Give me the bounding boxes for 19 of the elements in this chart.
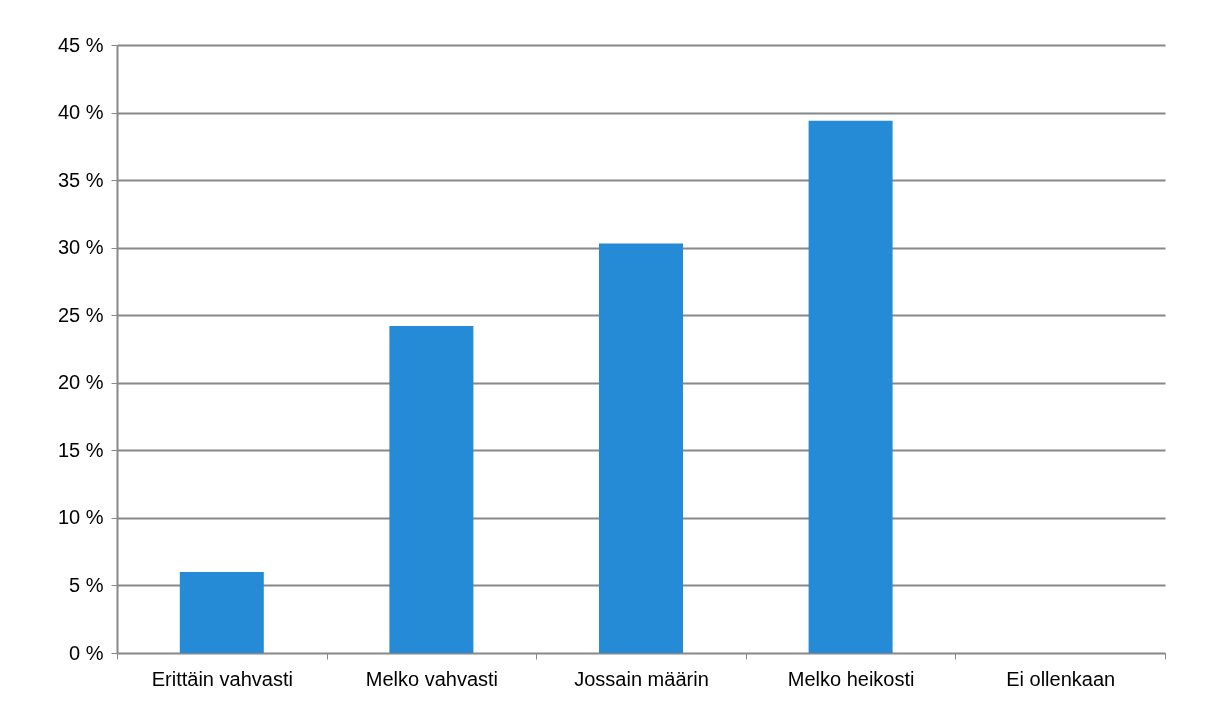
- bar: [389, 326, 474, 653]
- x-tick-label: Melko heikosti: [787, 667, 915, 690]
- x-tick-label: Ei ollenkaan: [1006, 667, 1116, 690]
- y-tick-label: 5 %: [69, 573, 104, 596]
- y-tick-label: 35 %: [57, 168, 104, 191]
- y-tick-label: 40 %: [57, 101, 104, 124]
- y-tick-label: 25 %: [57, 303, 104, 326]
- bar: [179, 571, 264, 653]
- x-tick-label: Melko vahvasti: [365, 667, 499, 690]
- x-tick-label: Jossain määrin: [574, 667, 709, 690]
- y-tick-label: 0 %: [69, 641, 104, 664]
- bar: [599, 243, 683, 653]
- y-tick-label: 15 %: [57, 438, 104, 461]
- y-tick-label: 30 %: [57, 236, 104, 259]
- y-tick-label: 45 %: [57, 33, 104, 56]
- y-tick-label: 10 %: [57, 506, 104, 529]
- y-tick-label: 20 %: [57, 371, 104, 394]
- bar: [808, 120, 893, 653]
- x-tick-label: Erittäin vahvasti: [151, 667, 293, 690]
